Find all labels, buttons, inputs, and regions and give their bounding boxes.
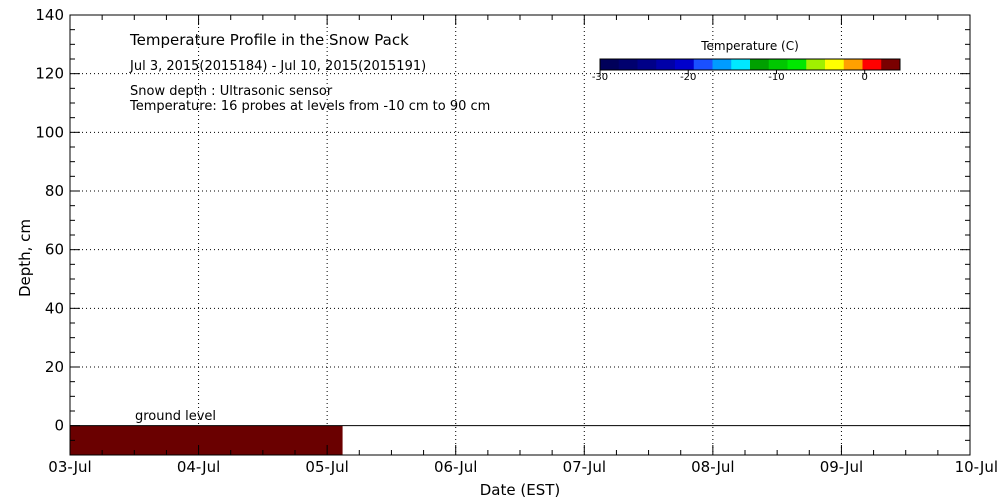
colorbar-title: Temperature (C)	[700, 39, 799, 53]
grid-lines	[70, 15, 970, 455]
tick-marks	[69, 14, 971, 456]
colorbar-swatch	[731, 59, 751, 70]
chart-subtitle: Jul 3, 2015(2015184) - Jul 10, 2015(2015…	[129, 59, 426, 74]
x-tick-label: 06-Jul	[434, 458, 477, 476]
colorbar-swatch	[806, 59, 826, 70]
x-tick-label: 09-Jul	[820, 458, 863, 476]
colorbar-tick-label: -30	[592, 72, 608, 83]
colorbar-swatch	[843, 59, 863, 70]
x-tick-label: 10-Jul	[955, 458, 998, 476]
y-axis-title: Depth, cm	[16, 219, 34, 297]
note-temperature-probes: Temperature: 16 probes at levels from -1…	[129, 99, 490, 114]
temperature-cells	[70, 425, 343, 455]
y-tick-label: 80	[45, 182, 64, 200]
colorbar-swatch	[618, 59, 638, 70]
note-snow-depth: Snow depth : Ultrasonic sensor	[130, 84, 333, 99]
ground-level-label: ground level	[135, 409, 216, 424]
colorbar-swatch	[881, 59, 901, 70]
plot-frame	[69, 14, 971, 456]
temperature-cell	[70, 425, 343, 455]
colorbar-swatch	[768, 59, 788, 70]
colorbar-swatch	[862, 59, 882, 70]
y-tick-label: 0	[54, 417, 64, 435]
axes	[69, 14, 971, 456]
y-tick-label: 120	[35, 65, 64, 83]
colorbar-swatch	[750, 59, 770, 70]
x-tick-label: 04-Jul	[177, 458, 220, 476]
colorbar-swatch	[656, 59, 676, 70]
x-tick-label: 08-Jul	[691, 458, 734, 476]
y-tick-label: 20	[45, 358, 64, 376]
y-tick-label: 40	[45, 299, 64, 317]
tick-labels: 0 20 40 60 80 100 120 140 03-Jul 04-Jul 05-Jul 06-J…	[35, 6, 998, 476]
chart-title: Temperature Profile in the Snow Pack	[129, 31, 409, 49]
colorbar-swatch	[600, 59, 620, 70]
y-tick-label: 140	[35, 6, 64, 24]
colorbar-labels: -30 -20 -10 0	[592, 70, 868, 83]
colorbar-swatch	[712, 59, 732, 70]
colorbar-frame	[599, 58, 901, 71]
colorbar-swatch	[825, 59, 845, 70]
colorbar-swatch	[787, 59, 807, 70]
colorbar-swatch	[693, 59, 713, 70]
colorbar-tick-label: 0	[862, 72, 868, 83]
colorbar-tick-label: -10	[768, 72, 784, 83]
x-tick-label: 05-Jul	[305, 458, 348, 476]
colorbar-swatch	[675, 59, 695, 70]
colorbar-swatch	[637, 59, 657, 70]
colorbar-tick-label: -20	[680, 72, 696, 83]
x-tick-label: 03-Jul	[48, 458, 91, 476]
colorbar-swatches	[599, 58, 901, 71]
x-axis-title: Date (EST)	[480, 481, 561, 499]
y-tick-label: 100	[35, 123, 64, 141]
x-tick-label: 07-Jul	[563, 458, 606, 476]
colorbar: Temperature (C) -30 -20 -10 0	[592, 39, 901, 83]
y-tick-label: 60	[45, 241, 64, 259]
